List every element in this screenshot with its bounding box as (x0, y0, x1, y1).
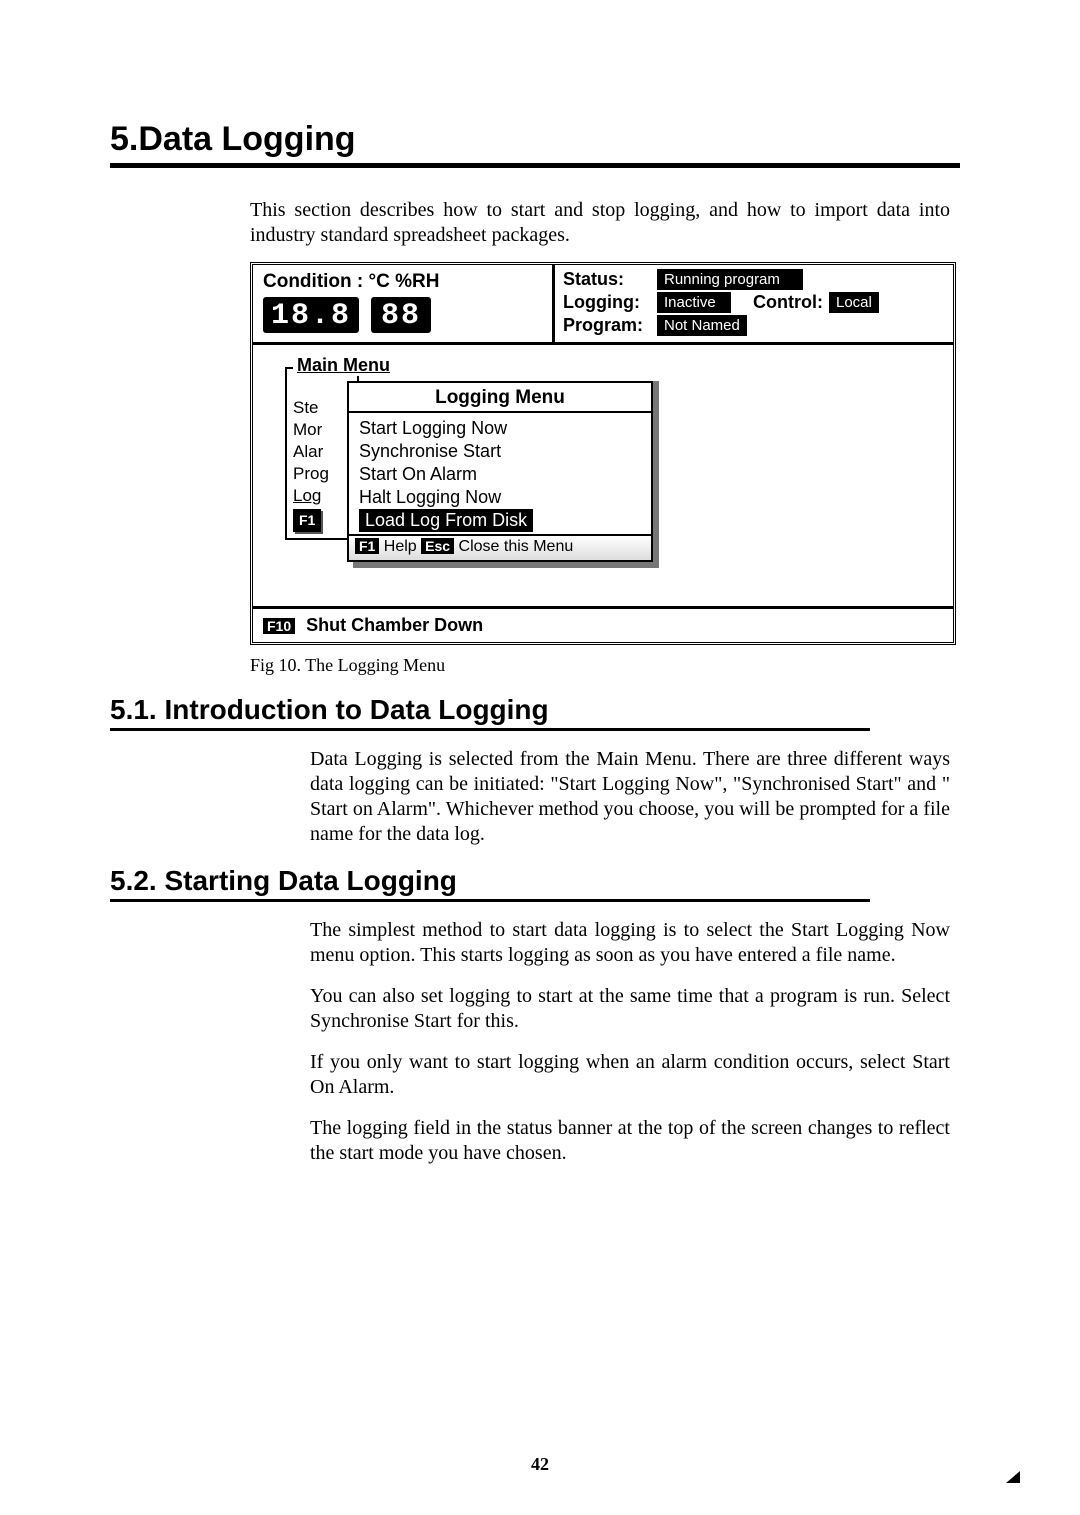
intro-paragraph: This section describes how to start and … (250, 198, 950, 248)
logging-menu-item[interactable]: Start Logging Now (359, 417, 643, 440)
f10-key[interactable]: F10 (263, 618, 295, 634)
logging-menu-item[interactable]: Halt Logging Now (359, 486, 643, 509)
page-number: 42 (0, 1454, 1080, 1475)
main-menu-item[interactable]: Ste (293, 397, 351, 419)
logging-menu-item[interactable]: Start On Alarm (359, 463, 643, 486)
help-label: Help (384, 538, 417, 555)
main-menu-item[interactable]: Alar (293, 441, 351, 463)
status-label: Status: (563, 269, 649, 290)
section-5-2-paragraph: The logging field in the status banner a… (310, 1116, 950, 1166)
chapter-title: 5.Data Logging (110, 120, 960, 168)
f1-key[interactable]: F1 (293, 509, 321, 531)
logging-menu-footer: F1 Help Esc Close this Menu (349, 534, 651, 560)
program-value: Not Named (657, 315, 747, 336)
logging-menu-box: Logging Menu Start Logging Now Synchroni… (347, 381, 653, 562)
logging-menu-title: Logging Menu (349, 383, 651, 413)
temp-display: 18.8 (263, 297, 359, 333)
f1-key[interactable]: F1 (355, 538, 379, 554)
logging-value: Inactive (657, 292, 731, 313)
page-corner-icon (1006, 1471, 1020, 1483)
shut-chamber-label[interactable]: Shut Chamber Down (306, 615, 483, 635)
section-5-2-paragraph: You can also set logging to start at the… (310, 984, 950, 1034)
section-5-1-title: 5.1. Introduction to Data Logging (110, 694, 870, 731)
main-menu-item[interactable]: Prog (293, 463, 351, 485)
figure-caption: Fig 10. The Logging Menu (250, 655, 980, 676)
status-value: Running program (657, 269, 803, 290)
logging-menu-item[interactable]: Synchronise Start (359, 440, 643, 463)
control-label: Control: (753, 292, 823, 313)
condition-label: Condition : °C %RH (263, 271, 544, 293)
rh-display: 88 (371, 297, 431, 333)
main-menu-item[interactable]: Log (293, 485, 351, 507)
logging-label: Logging: (563, 292, 649, 313)
main-menu-title: Main Menu (293, 355, 394, 376)
main-menu-item[interactable]: Mor (293, 419, 351, 441)
close-menu-label: Close this Menu (459, 538, 574, 555)
section-5-2-title: 5.2. Starting Data Logging (110, 865, 870, 902)
section-5-1-paragraph: Data Logging is selected from the Main M… (310, 747, 950, 847)
control-value: Local (829, 292, 879, 313)
ui-screenshot: Condition : °C %RH 18.8 88 Status: Runni… (250, 262, 956, 645)
esc-key[interactable]: Esc (421, 538, 454, 554)
program-label: Program: (563, 315, 649, 336)
section-5-2-paragraph: If you only want to start logging when a… (310, 1050, 950, 1100)
logging-menu-item-selected[interactable]: Load Log From Disk (359, 509, 533, 532)
section-5-2-paragraph: The simplest method to start data loggin… (310, 918, 950, 968)
